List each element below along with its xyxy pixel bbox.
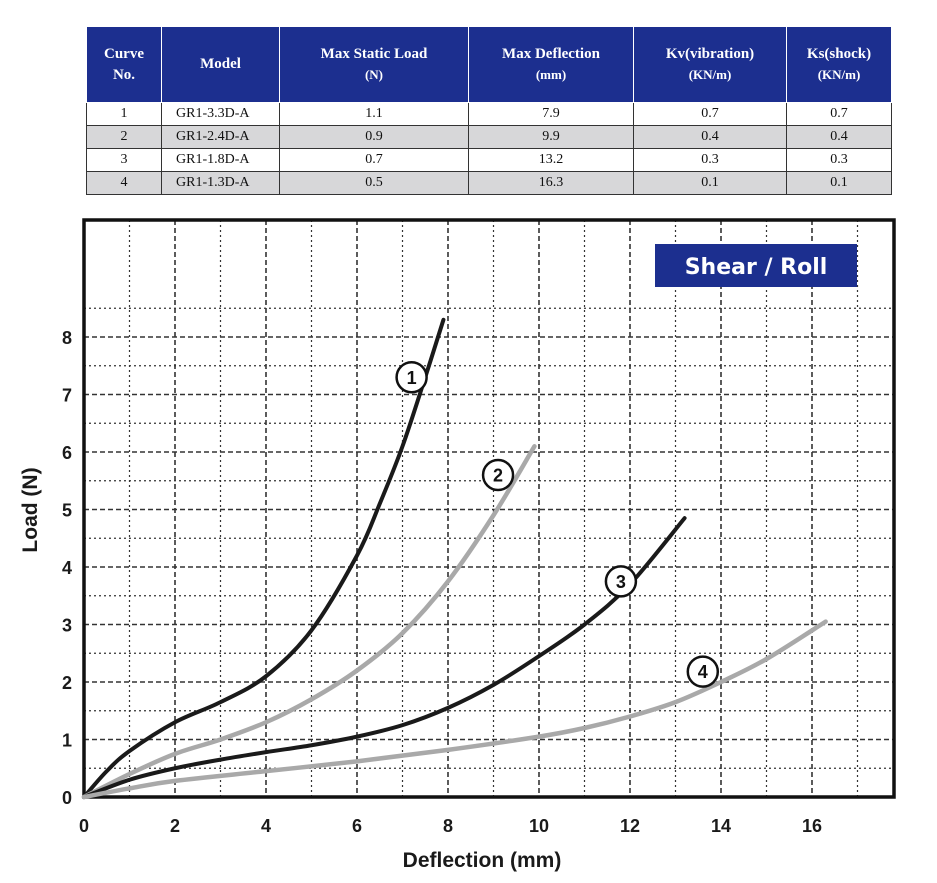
- y-tick-label: 6: [62, 443, 72, 463]
- badge-label: Shear / Roll: [685, 255, 828, 280]
- x-tick-label: 10: [529, 816, 549, 836]
- curve-markers: 1 2 3 4: [395, 361, 720, 688]
- cell-model: GR1-1.3D-A: [161, 171, 280, 195]
- col-deflection-header: Max Deflection (mm): [468, 26, 634, 103]
- cell-model: GR1-3.3D-A: [161, 102, 280, 126]
- table-row: 4 GR1-1.3D-A 0.5 16.3 0.1 0.1: [86, 171, 892, 195]
- cell-deflection: 16.3: [468, 171, 634, 195]
- cell-ks: 0.3: [786, 148, 892, 172]
- x-tick-label: 6: [352, 816, 362, 836]
- curve-marker-4: [686, 655, 720, 688]
- curve-marker-label-1: 1: [407, 368, 417, 388]
- y-tick-label: 1: [62, 731, 72, 751]
- cell-ks: 0.4: [786, 125, 892, 149]
- x-tick-label: 2: [170, 816, 180, 836]
- x-tick-label: 12: [620, 816, 640, 836]
- cell-deflection: 13.2: [468, 148, 634, 172]
- col-curve-header: Curve No.: [86, 26, 162, 103]
- curve-marker-1: [395, 361, 428, 394]
- y-tick-label: 7: [62, 386, 72, 406]
- chart-series: [81, 317, 828, 800]
- cell-ks: 0.1: [786, 171, 892, 195]
- curve-marker-3: [604, 565, 638, 598]
- curve-marker-2: [481, 458, 515, 492]
- y-axis-title: Load (N): [19, 467, 42, 552]
- x-tick-label: 0: [79, 816, 89, 836]
- col-load-header: Max Static Load (N): [279, 26, 469, 103]
- table-row: 3 GR1-1.8D-A 0.7 13.2 0.3 0.3: [86, 148, 892, 172]
- y-tick-label: 3: [62, 616, 72, 636]
- y-tick-label: 4: [62, 558, 72, 578]
- badge-background: [655, 244, 857, 287]
- series-line-2: [81, 444, 537, 800]
- cell-curve: 4: [86, 171, 162, 195]
- series-line-1: [82, 317, 446, 799]
- chart-grid: [84, 220, 894, 797]
- x-tick-label: 8: [443, 816, 453, 836]
- cell-deflection: 7.9: [468, 102, 634, 126]
- cell-kv: 0.4: [633, 125, 787, 149]
- table-row: 2 GR1-2.4D-A 0.9 9.9 0.4 0.4: [86, 125, 892, 149]
- series-line-3: [82, 516, 687, 799]
- col-ks-header: Ks(shock) (KN/m): [786, 26, 892, 103]
- curve-marker-label-3: 3: [616, 572, 626, 592]
- cell-load: 0.5: [279, 171, 469, 195]
- x-tick-label: 4: [261, 816, 271, 836]
- x-tick-label: 14: [711, 816, 731, 836]
- y-tick-label: 5: [62, 501, 72, 521]
- plot-frame: [82, 218, 896, 799]
- x-tick-label: 16: [802, 816, 822, 836]
- x-axis-title: Deflection (mm): [403, 849, 562, 872]
- series-line-4: [81, 619, 828, 800]
- cell-curve: 2: [86, 125, 162, 149]
- y-tick-label: 0: [62, 788, 72, 808]
- cell-model: GR1-2.4D-A: [161, 125, 280, 149]
- col-model-header: Model: [161, 26, 280, 103]
- spec-table: Curve No. Model Max Static Load (N) Max De…: [86, 26, 892, 195]
- shear-roll-badge: Shear / Roll: [655, 244, 857, 287]
- curve-marker-label-4: 4: [698, 662, 708, 682]
- y-tick-label: 2: [62, 673, 72, 693]
- cell-kv: 0.1: [633, 171, 787, 195]
- table-row: 1 GR1-3.3D-A 1.1 7.9 0.7 0.7: [86, 102, 892, 126]
- curve-marker-label-2: 2: [493, 466, 503, 486]
- cell-kv: 0.7: [633, 102, 787, 126]
- table-header-row: Curve No. Model Max Static Load (N) Max De…: [86, 26, 892, 103]
- y-tick-label: 8: [62, 328, 72, 348]
